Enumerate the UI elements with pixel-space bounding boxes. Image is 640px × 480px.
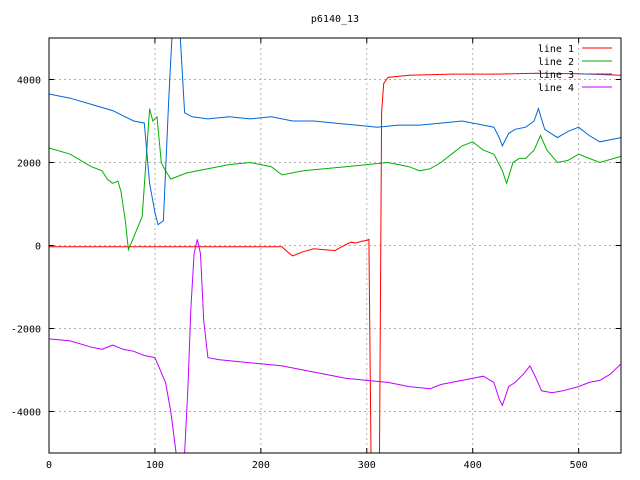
chart-title: p6140_13 [311,14,359,25]
legend-label-4: line 4 [538,83,574,94]
legend-label-3: line 3 [538,70,574,81]
x-tick-label: 300 [358,460,376,471]
grid-lines [49,38,621,453]
legend-label-2: line 2 [538,57,574,68]
y-tick-label: -4000 [11,408,41,419]
axis-ticks: 0 100 200 300 400 500 -4000 -2000 0 2000 4000 [11,38,621,471]
y-tick-label: 4000 [17,76,41,87]
series-line-3 [49,38,621,226]
x-tick-label: 0 [46,460,52,471]
y-tick-label: -2000 [11,325,41,336]
x-tick-label: 100 [146,460,164,471]
legend-label-1: line 1 [538,44,574,55]
series-line-1 [49,72,621,453]
y-tick-label: 2000 [17,159,41,170]
x-tick-label: 500 [570,460,588,471]
legend: line 1 line 2 line 3 line 4 [538,44,612,94]
y-tick-label: 0 [35,242,41,253]
series-line-4 [49,239,621,453]
x-tick-label: 400 [464,460,482,471]
plot-series [49,38,621,453]
series-line-2 [49,108,621,252]
x-tick-label: 200 [252,460,270,471]
